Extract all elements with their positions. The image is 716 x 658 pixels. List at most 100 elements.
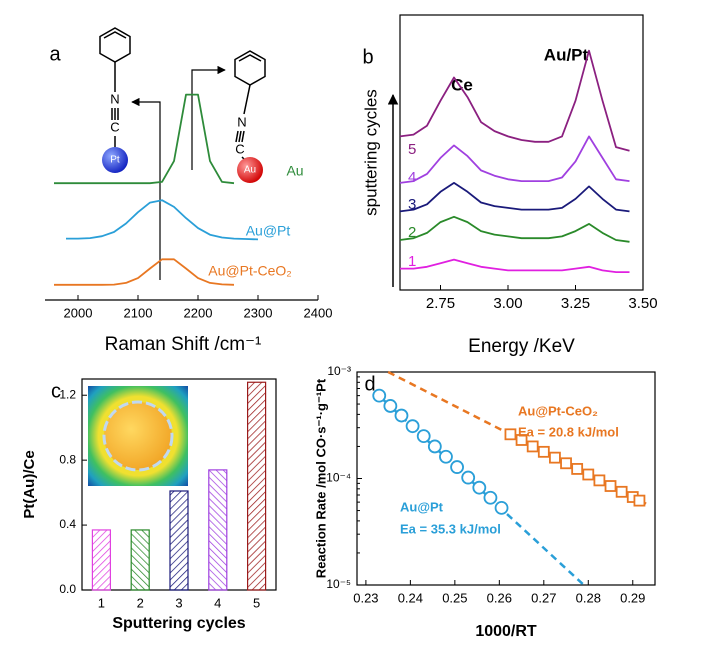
series-label: Au@Pt-CeO₂ [208,263,291,279]
spectrum-line [400,258,630,273]
atom-label: C [110,119,119,134]
plot-frame [356,371,656,586]
atom-label: C [235,141,244,156]
spectrum-line [399,135,630,184]
y-tick-label: 0.0 [59,582,76,596]
atom-label: N [110,91,119,106]
y-tick-label: 10⁻⁴ [326,471,351,485]
x-tick-label: 0.28 [576,590,601,605]
molecule-au [234,50,266,183]
x-tick-label: 0.27 [531,590,556,605]
point [515,434,528,446]
series-label: Au@Pt-CeO₂ [518,403,598,418]
x-tick-label: 2300 [244,305,273,320]
spectrum-line [399,215,630,243]
bar [91,529,112,591]
point [560,457,572,470]
bar [130,529,150,591]
atom-label: Au [244,165,256,176]
x-axis-label: Sputtering cycles [112,615,245,632]
point [383,399,398,413]
y-tick-label: 0.8 [59,452,76,466]
point [494,500,509,515]
annotation: Ea = 20.8 kJ/mol [518,424,619,439]
series-label: Au@Pt [400,499,444,514]
molecule-pt [99,27,131,173]
axes [356,371,656,586]
x-tick-label: 0.24 [398,590,423,605]
panel-letter: a [49,43,61,65]
point [372,388,387,403]
y-tick-label: 1.2 [59,387,76,401]
arrow [131,97,161,280]
series-label: 1 [408,253,416,270]
series-label: Au [286,163,303,179]
panel-letter: c [51,380,61,402]
series-label: 3 [408,196,416,213]
axes [399,14,644,291]
x-tick-label: 3.00 [493,295,522,312]
point [582,468,595,481]
point [472,480,487,495]
annotation: Ea = 35.3 kJ/mol [400,521,501,536]
x-tick-label: 0.25 [442,590,467,605]
spectrum-line [399,182,630,213]
x-axis-label: Raman Shift /cm⁻¹ [105,334,262,355]
series-label: 4 [408,169,416,186]
atom-label: Pt [110,155,120,166]
point [593,474,606,487]
x-tick-label: 3 [175,595,182,610]
x-tick-label: 2.75 [426,295,455,312]
point [604,480,617,492]
x-tick-label: 4 [214,595,221,610]
point [394,408,409,423]
point [633,494,646,507]
spectrum-line [54,258,235,286]
point [427,439,442,454]
x-tick-label: 0.29 [620,590,645,605]
panel-letter: d [364,373,375,395]
x-tick-label: 1 [98,595,105,610]
arrow [191,65,226,170]
y-axis-label: sputtering cycles [361,89,380,216]
point [549,451,561,464]
y-tick-label: 0.4 [59,517,76,531]
x-tick-label: 5 [253,595,260,610]
point [615,485,628,498]
y-tick-label: 10⁻⁵ [326,577,351,591]
annotation: Au/Pt [544,45,589,64]
atom-label: N [237,114,246,129]
spectrum-line [54,93,235,185]
inset-image [88,386,188,486]
series-label: 2 [408,224,416,241]
x-tick-label: 2200 [184,305,213,320]
x-tick-label: 2100 [124,305,153,320]
x-tick-label: 3.50 [628,295,657,312]
point [416,429,431,444]
bar [169,490,189,591]
y-axis-label: Reaction Rate /mol CO·s⁻¹·g⁻¹Pt [313,378,328,578]
x-tick-label: 0.23 [353,590,378,605]
x-tick-label: 2000 [64,305,93,320]
bar [247,381,267,591]
point [461,470,476,485]
x-tick-label: 3.25 [561,295,590,312]
x-tick-label: 2400 [304,305,333,320]
series-label: Au@Pt [246,223,291,239]
plot-frame [399,14,644,291]
x-tick-label: 2 [137,595,144,610]
x-axis-label: Energy /KeV [468,336,575,357]
point [439,449,453,464]
bar [208,469,228,591]
x-axis-label: 1000/RT [475,623,537,640]
series-label: 5 [408,141,416,158]
x-tick-label: 0.26 [487,590,512,605]
panel-letter: b [362,46,373,68]
point [537,445,550,458]
spectrum-line [66,199,259,241]
spectrum-line [399,49,630,152]
point [526,440,539,453]
y-tick-label: 10⁻³ [327,364,351,378]
point [405,419,420,434]
